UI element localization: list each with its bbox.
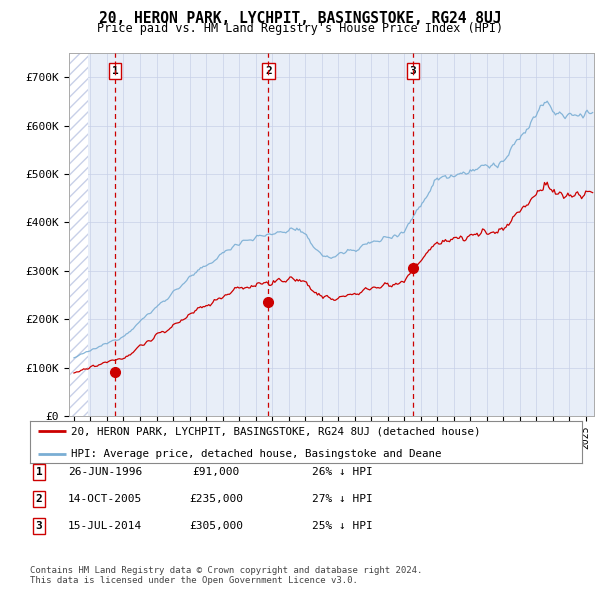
Text: 1: 1 bbox=[35, 467, 43, 477]
Text: £305,000: £305,000 bbox=[189, 522, 243, 531]
Text: HPI: Average price, detached house, Basingstoke and Deane: HPI: Average price, detached house, Basi… bbox=[71, 449, 442, 459]
Text: 15-JUL-2014: 15-JUL-2014 bbox=[68, 522, 142, 531]
Text: 26% ↓ HPI: 26% ↓ HPI bbox=[311, 467, 373, 477]
Text: Price paid vs. HM Land Registry's House Price Index (HPI): Price paid vs. HM Land Registry's House … bbox=[97, 22, 503, 35]
Text: 3: 3 bbox=[35, 522, 43, 531]
Text: 20, HERON PARK, LYCHPIT, BASINGSTOKE, RG24 8UJ (detached house): 20, HERON PARK, LYCHPIT, BASINGSTOKE, RG… bbox=[71, 427, 481, 436]
Text: 20, HERON PARK, LYCHPIT, BASINGSTOKE, RG24 8UJ: 20, HERON PARK, LYCHPIT, BASINGSTOKE, RG… bbox=[99, 11, 501, 25]
Text: £235,000: £235,000 bbox=[189, 494, 243, 504]
Text: 2: 2 bbox=[35, 494, 43, 504]
Text: Contains HM Land Registry data © Crown copyright and database right 2024.
This d: Contains HM Land Registry data © Crown c… bbox=[30, 566, 422, 585]
Text: £91,000: £91,000 bbox=[193, 467, 239, 477]
Text: 14-OCT-2005: 14-OCT-2005 bbox=[68, 494, 142, 504]
Text: 3: 3 bbox=[410, 66, 416, 76]
Text: 1: 1 bbox=[112, 66, 118, 76]
Text: 26-JUN-1996: 26-JUN-1996 bbox=[68, 467, 142, 477]
Bar bbox=[69, 53, 88, 416]
Text: 2: 2 bbox=[265, 66, 272, 76]
Text: 25% ↓ HPI: 25% ↓ HPI bbox=[311, 522, 373, 531]
Text: 27% ↓ HPI: 27% ↓ HPI bbox=[311, 494, 373, 504]
